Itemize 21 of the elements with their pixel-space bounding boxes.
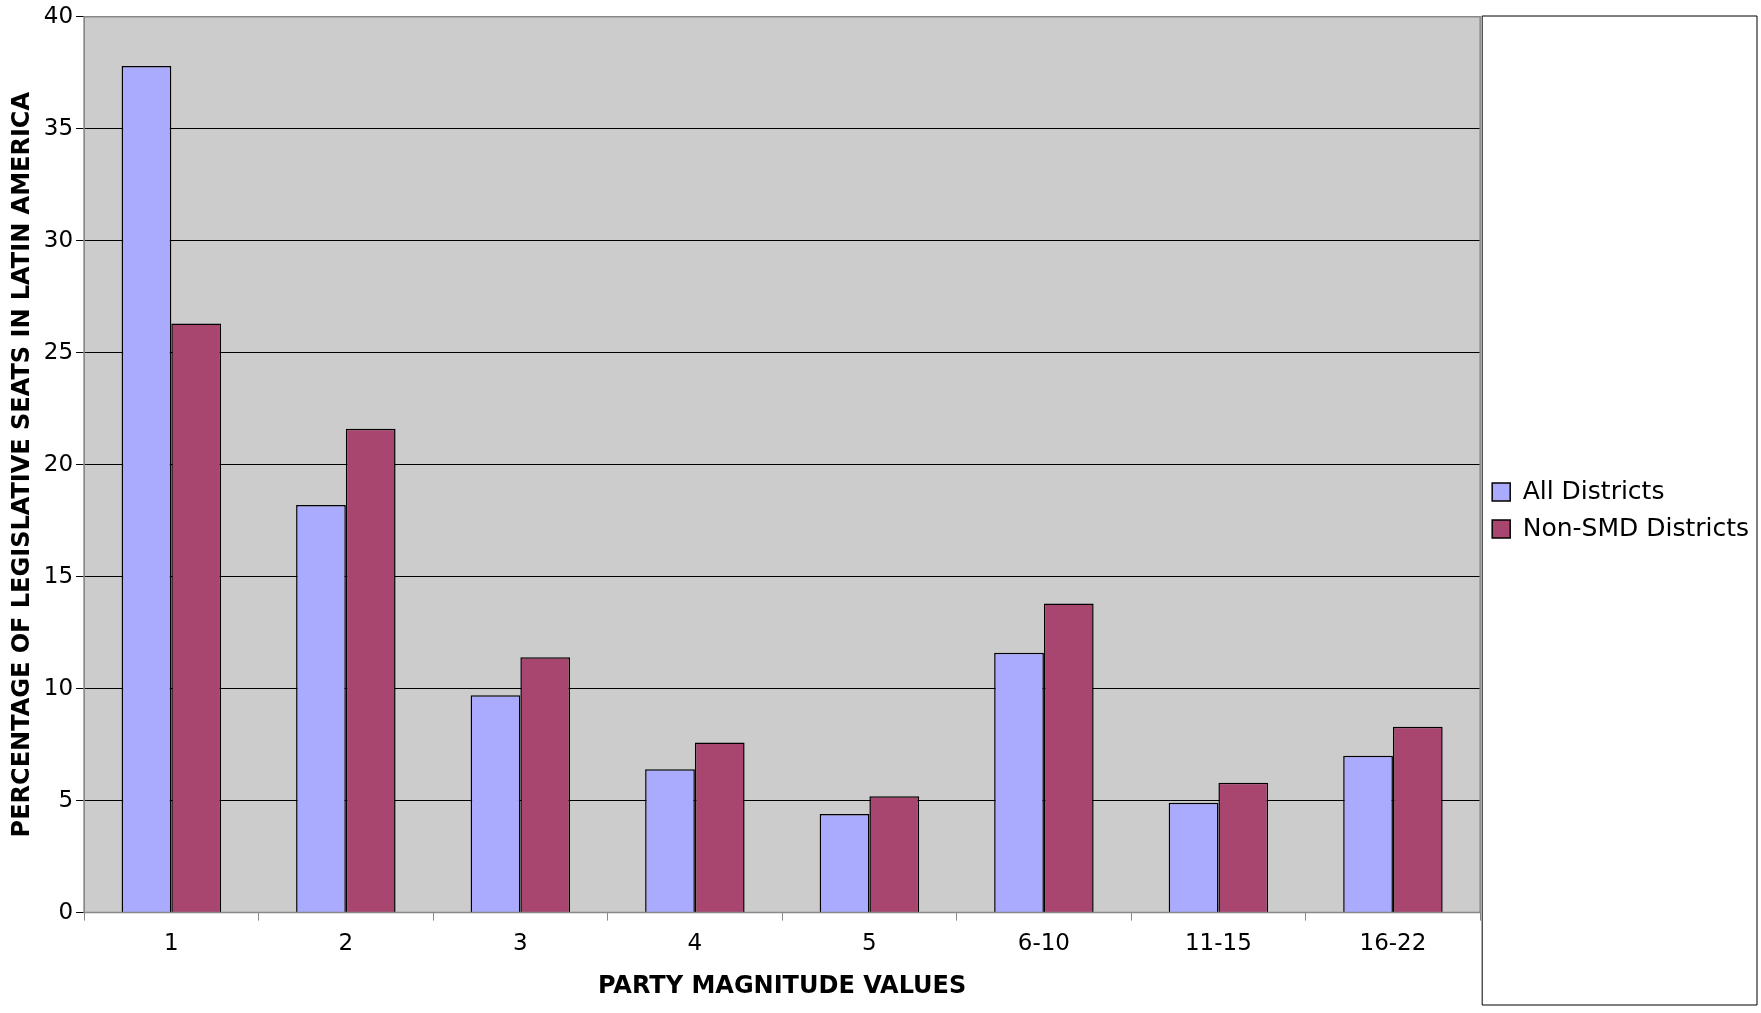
y-tick-label: 15 bbox=[43, 561, 74, 588]
y-tick-label: 5 bbox=[58, 785, 74, 812]
y-tick-label: 0 bbox=[58, 897, 74, 924]
x-tick-label: 11-15 bbox=[1184, 929, 1252, 956]
legend-label: Non-SMD Districts bbox=[1522, 512, 1750, 542]
x-tick-label: 16-22 bbox=[1359, 929, 1427, 956]
y-tick-label: 30 bbox=[43, 225, 74, 252]
x-tick-label: 6-10 bbox=[1017, 929, 1070, 956]
y-tick-label: 20 bbox=[43, 449, 74, 476]
y-tick-label: 10 bbox=[43, 673, 74, 700]
x-tick-label: 1 bbox=[164, 929, 179, 956]
y-tick-label: 35 bbox=[43, 113, 74, 140]
x-axis-title: PARTY MAGNITUDE VALUES bbox=[597, 970, 967, 999]
x-tick-label: 4 bbox=[687, 929, 703, 956]
x-tick-label: 3 bbox=[513, 929, 528, 956]
y-tick-label: 25 bbox=[43, 337, 74, 364]
x-tick-label: 5 bbox=[862, 929, 877, 956]
x-tick-label: 2 bbox=[338, 929, 354, 956]
y-tick-label: 40 bbox=[43, 1, 74, 28]
legend-label: All Districts bbox=[1522, 475, 1665, 505]
y-axis-title: PERCENTAGE OF LEGISLATIVE SEATS IN LATIN AMERICA bbox=[6, 91, 35, 838]
